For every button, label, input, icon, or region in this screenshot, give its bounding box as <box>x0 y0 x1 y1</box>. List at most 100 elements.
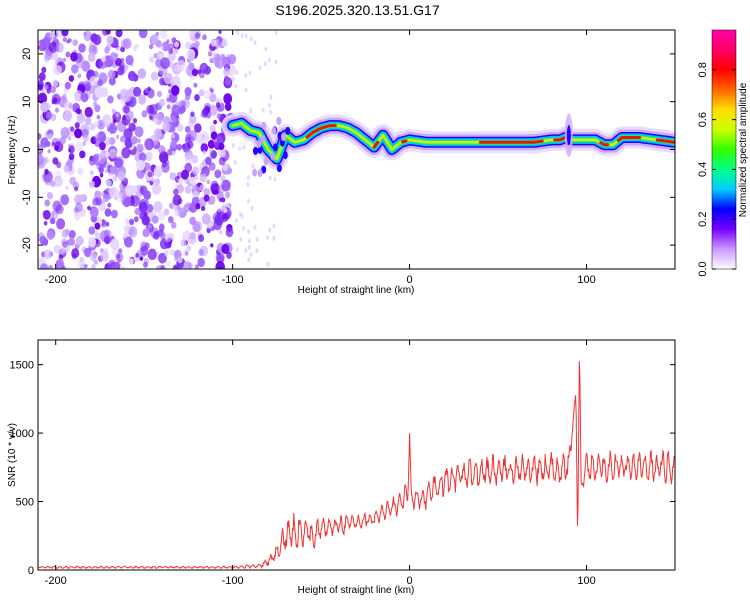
noise-blob <box>44 174 53 186</box>
noise-blob <box>66 39 70 44</box>
noise-blob <box>266 261 270 267</box>
noise-blob <box>253 224 257 230</box>
noise-blob <box>193 82 198 88</box>
noise-blob <box>75 108 81 115</box>
noise-blob <box>51 93 61 105</box>
noise-blob <box>194 175 199 181</box>
ridge-hot-segment <box>305 124 337 139</box>
noise-blob <box>171 37 177 44</box>
noise-blob <box>159 151 169 164</box>
noise-blob <box>158 53 163 59</box>
noise-blob <box>247 229 251 235</box>
noise-blob <box>191 68 198 77</box>
y-tick-label: 20 <box>21 48 33 60</box>
noise-blob <box>202 34 207 41</box>
ridge-blob <box>281 132 286 141</box>
colorbar-gradient <box>712 30 736 269</box>
noise-blob <box>137 68 147 79</box>
noise-blob <box>163 208 170 216</box>
noise-blob <box>49 217 56 225</box>
noise-blob <box>166 97 170 103</box>
noise-blob <box>61 238 68 247</box>
noise-blob <box>104 136 112 146</box>
noise-blob <box>151 215 159 224</box>
noise-blob <box>223 93 233 105</box>
noise-blob <box>129 218 135 226</box>
noise-blob <box>128 122 136 132</box>
spectrogram-y-axis-label: Frequency (Hz) <box>7 116 18 185</box>
noise-blob <box>246 182 250 187</box>
noise-blob <box>115 58 122 67</box>
noise-blob <box>210 243 214 248</box>
noise-blob <box>207 51 213 57</box>
noise-blob <box>272 223 276 229</box>
noise-blob <box>250 205 254 211</box>
noise-blob <box>50 51 58 61</box>
noise-blob <box>233 159 237 165</box>
ridge-blob <box>263 157 269 166</box>
noise-blob <box>46 230 55 240</box>
noise-blob <box>136 159 146 171</box>
ridge-blob <box>271 126 277 135</box>
noise-blob <box>48 264 53 269</box>
noise-blob <box>38 133 42 140</box>
colorbar: 0.0 0.2 0.4 0.6 0.8 Normalized spectral ampl… <box>697 29 749 277</box>
noise-blob <box>62 57 67 63</box>
noise-blob <box>222 163 229 171</box>
noise-blob <box>149 104 158 115</box>
noise-blob <box>217 207 221 213</box>
noise-blob <box>89 170 94 176</box>
noise-blob <box>110 209 118 219</box>
noise-blob <box>94 86 104 99</box>
noise-blob <box>54 141 64 153</box>
noise-blob <box>153 128 163 139</box>
noise-blob <box>107 69 116 80</box>
noise-blob <box>143 190 152 201</box>
noise-blob <box>110 238 120 250</box>
noise-blob <box>193 220 203 233</box>
ridge-hot-segment <box>401 139 408 144</box>
ridge-blob <box>270 152 276 161</box>
noise-blob <box>51 141 56 147</box>
colorbar-frame <box>711 29 737 270</box>
ridge-blob <box>252 168 258 177</box>
noise-blob <box>172 264 180 269</box>
noise-blob <box>109 186 119 199</box>
snr-frame <box>37 339 676 571</box>
ridge-blob <box>260 135 266 144</box>
noise-blob <box>145 151 153 162</box>
noise-blob <box>189 30 197 37</box>
noise-blob <box>170 140 177 148</box>
y-tick-label: 0 <box>28 565 34 577</box>
noise-blob <box>80 123 90 136</box>
y-tick-label: 0 <box>21 146 33 152</box>
noise-blob <box>200 143 209 153</box>
noise-blob <box>133 86 142 97</box>
noise-blob <box>198 89 205 97</box>
x-tick-label: -200 <box>45 575 67 587</box>
noise-blob <box>265 235 269 241</box>
noise-blob <box>149 56 155 63</box>
noise-blob <box>164 233 172 243</box>
noise-blob <box>255 236 259 242</box>
noise-blob <box>181 169 189 180</box>
noise-blob <box>43 249 52 260</box>
noise-blob <box>139 256 143 261</box>
noise-blob <box>71 64 79 74</box>
noise-blob <box>157 144 166 155</box>
noise-blob <box>108 148 117 159</box>
noise-blob <box>75 235 84 246</box>
noise-blob <box>90 33 98 43</box>
noise-blob <box>99 141 106 151</box>
noise-blob <box>38 72 46 82</box>
noise-blob <box>214 213 224 226</box>
noise-blob <box>184 185 192 194</box>
noise-blob <box>109 51 118 62</box>
x-tick-label: -100 <box>222 274 244 286</box>
ridge-hot-segment <box>599 141 610 147</box>
noise-blob <box>50 85 56 94</box>
noise-blob <box>226 251 232 259</box>
noise-blob <box>52 79 59 88</box>
noise-blob <box>43 221 48 226</box>
